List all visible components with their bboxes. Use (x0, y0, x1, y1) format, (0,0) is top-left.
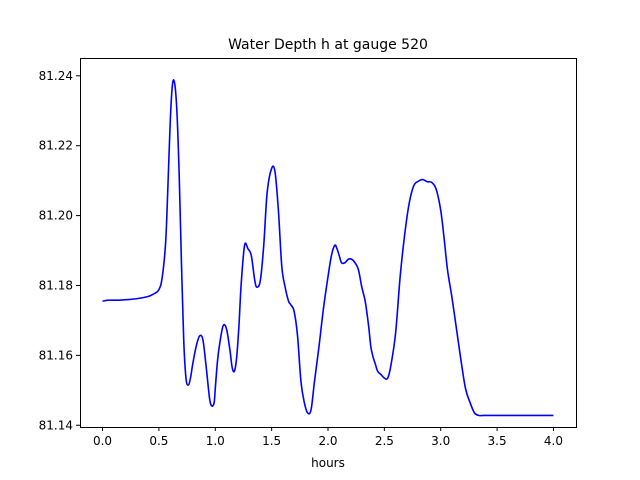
x-axis: 0.0 0.5 1.0 1.5 2.0 2.5 3.0 3.5 4.0 (93, 427, 563, 448)
y-tick-label: 81.20 (39, 209, 73, 223)
y-tick-label: 81.22 (39, 139, 73, 153)
x-tick-label: 3.5 (488, 434, 507, 448)
y-axis: 81.14 81.16 81.18 81.20 81.22 81.24 (39, 69, 80, 432)
x-tick-label: 3.0 (431, 434, 450, 448)
y-tick-label: 81.18 (39, 278, 73, 292)
x-tick-label: 1.0 (206, 434, 225, 448)
x-tick-label: 0.5 (149, 434, 168, 448)
x-tick-label: 0.0 (93, 434, 112, 448)
x-tick-label: 4.0 (544, 434, 563, 448)
x-axis-label: hours (311, 456, 345, 470)
y-tick-label: 81.16 (39, 348, 73, 362)
water-depth-line (103, 80, 554, 416)
plot-area (103, 80, 554, 416)
y-tick-label: 81.24 (39, 69, 73, 83)
chart-title: Water Depth h at gauge 520 (228, 37, 428, 53)
x-tick-label: 2.5 (375, 434, 394, 448)
y-tick-label: 81.14 (39, 418, 73, 432)
plot-frame (81, 59, 577, 428)
x-tick-label: 2.0 (318, 434, 337, 448)
x-tick-label: 1.5 (262, 434, 281, 448)
